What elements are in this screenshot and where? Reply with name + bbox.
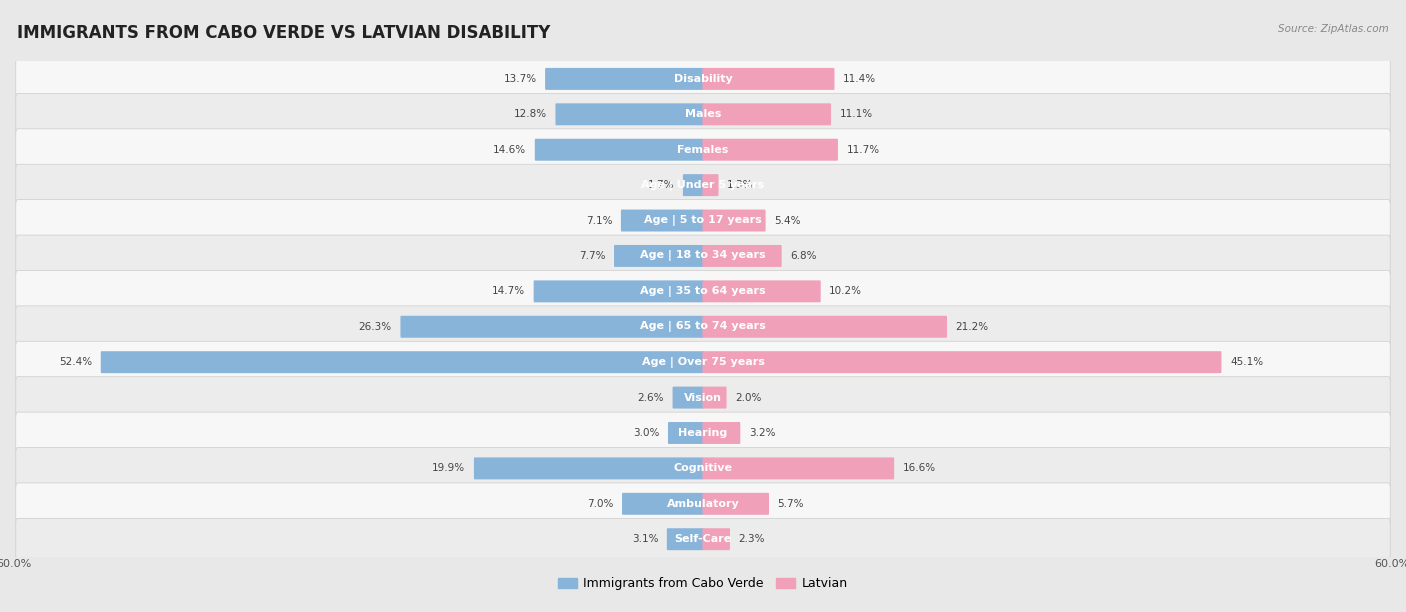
FancyBboxPatch shape [15, 483, 1391, 524]
FancyBboxPatch shape [15, 200, 1391, 241]
Text: Age | 35 to 64 years: Age | 35 to 64 years [640, 286, 766, 297]
Text: 7.7%: 7.7% [579, 251, 606, 261]
FancyBboxPatch shape [15, 447, 1391, 489]
FancyBboxPatch shape [15, 341, 1391, 383]
Text: Females: Females [678, 144, 728, 155]
Text: 1.7%: 1.7% [648, 180, 675, 190]
Text: 2.3%: 2.3% [738, 534, 765, 544]
Text: 12.8%: 12.8% [513, 110, 547, 119]
FancyBboxPatch shape [15, 271, 1391, 312]
Text: 16.6%: 16.6% [903, 463, 936, 474]
FancyBboxPatch shape [703, 316, 948, 338]
FancyBboxPatch shape [15, 518, 1391, 560]
FancyBboxPatch shape [703, 245, 782, 267]
FancyBboxPatch shape [401, 316, 703, 338]
FancyBboxPatch shape [703, 139, 838, 161]
Text: Age | 5 to 17 years: Age | 5 to 17 years [644, 215, 762, 226]
Text: 21.2%: 21.2% [956, 322, 988, 332]
Text: 52.4%: 52.4% [59, 357, 93, 367]
FancyBboxPatch shape [703, 68, 835, 90]
FancyBboxPatch shape [15, 377, 1391, 419]
FancyBboxPatch shape [534, 139, 703, 161]
FancyBboxPatch shape [555, 103, 703, 125]
Text: Males: Males [685, 110, 721, 119]
FancyBboxPatch shape [703, 387, 727, 409]
Text: 13.7%: 13.7% [503, 74, 537, 84]
Text: Disability: Disability [673, 74, 733, 84]
FancyBboxPatch shape [703, 351, 1222, 373]
FancyBboxPatch shape [101, 351, 703, 373]
Text: Age | 18 to 34 years: Age | 18 to 34 years [640, 250, 766, 261]
FancyBboxPatch shape [703, 280, 821, 302]
Text: Age | Over 75 years: Age | Over 75 years [641, 357, 765, 368]
Text: 3.2%: 3.2% [749, 428, 776, 438]
FancyBboxPatch shape [703, 103, 831, 125]
FancyBboxPatch shape [703, 209, 766, 231]
Text: 60.0%: 60.0% [0, 559, 32, 569]
FancyBboxPatch shape [15, 412, 1391, 454]
Text: 3.0%: 3.0% [633, 428, 659, 438]
FancyBboxPatch shape [15, 129, 1391, 171]
Text: 10.2%: 10.2% [830, 286, 862, 296]
FancyBboxPatch shape [683, 174, 703, 196]
FancyBboxPatch shape [534, 280, 703, 302]
FancyBboxPatch shape [703, 422, 741, 444]
FancyBboxPatch shape [668, 422, 703, 444]
FancyBboxPatch shape [614, 245, 703, 267]
Text: 14.6%: 14.6% [494, 144, 526, 155]
Text: 5.4%: 5.4% [775, 215, 800, 226]
Text: 14.7%: 14.7% [492, 286, 524, 296]
FancyBboxPatch shape [703, 493, 769, 515]
FancyBboxPatch shape [621, 209, 703, 231]
FancyBboxPatch shape [666, 528, 703, 550]
Text: 19.9%: 19.9% [432, 463, 465, 474]
Text: IMMIGRANTS FROM CABO VERDE VS LATVIAN DISABILITY: IMMIGRANTS FROM CABO VERDE VS LATVIAN DI… [17, 24, 550, 42]
Text: Cognitive: Cognitive [673, 463, 733, 474]
FancyBboxPatch shape [703, 457, 894, 479]
FancyBboxPatch shape [15, 306, 1391, 348]
Text: 1.3%: 1.3% [727, 180, 754, 190]
Legend: Immigrants from Cabo Verde, Latvian: Immigrants from Cabo Verde, Latvian [554, 572, 852, 595]
Text: 2.6%: 2.6% [637, 392, 664, 403]
Text: 26.3%: 26.3% [359, 322, 392, 332]
Text: 11.7%: 11.7% [846, 144, 880, 155]
Text: 11.4%: 11.4% [844, 74, 876, 84]
Text: Age | 65 to 74 years: Age | 65 to 74 years [640, 321, 766, 332]
FancyBboxPatch shape [15, 164, 1391, 206]
Text: 3.1%: 3.1% [631, 534, 658, 544]
Text: 6.8%: 6.8% [790, 251, 817, 261]
FancyBboxPatch shape [703, 174, 718, 196]
Text: Age | Under 5 years: Age | Under 5 years [641, 180, 765, 190]
Text: 60.0%: 60.0% [1374, 559, 1406, 569]
FancyBboxPatch shape [672, 387, 703, 409]
FancyBboxPatch shape [15, 58, 1391, 100]
FancyBboxPatch shape [621, 493, 703, 515]
FancyBboxPatch shape [474, 457, 703, 479]
FancyBboxPatch shape [15, 94, 1391, 135]
Text: 7.0%: 7.0% [588, 499, 613, 509]
Text: 11.1%: 11.1% [839, 110, 873, 119]
Text: Vision: Vision [683, 392, 723, 403]
Text: 5.7%: 5.7% [778, 499, 804, 509]
Text: 45.1%: 45.1% [1230, 357, 1263, 367]
Text: Source: ZipAtlas.com: Source: ZipAtlas.com [1278, 24, 1389, 34]
Text: Self-Care: Self-Care [675, 534, 731, 544]
Text: 2.0%: 2.0% [735, 392, 762, 403]
FancyBboxPatch shape [15, 235, 1391, 277]
FancyBboxPatch shape [703, 528, 730, 550]
FancyBboxPatch shape [546, 68, 703, 90]
Text: 7.1%: 7.1% [586, 215, 612, 226]
Text: Hearing: Hearing [678, 428, 728, 438]
Text: Ambulatory: Ambulatory [666, 499, 740, 509]
